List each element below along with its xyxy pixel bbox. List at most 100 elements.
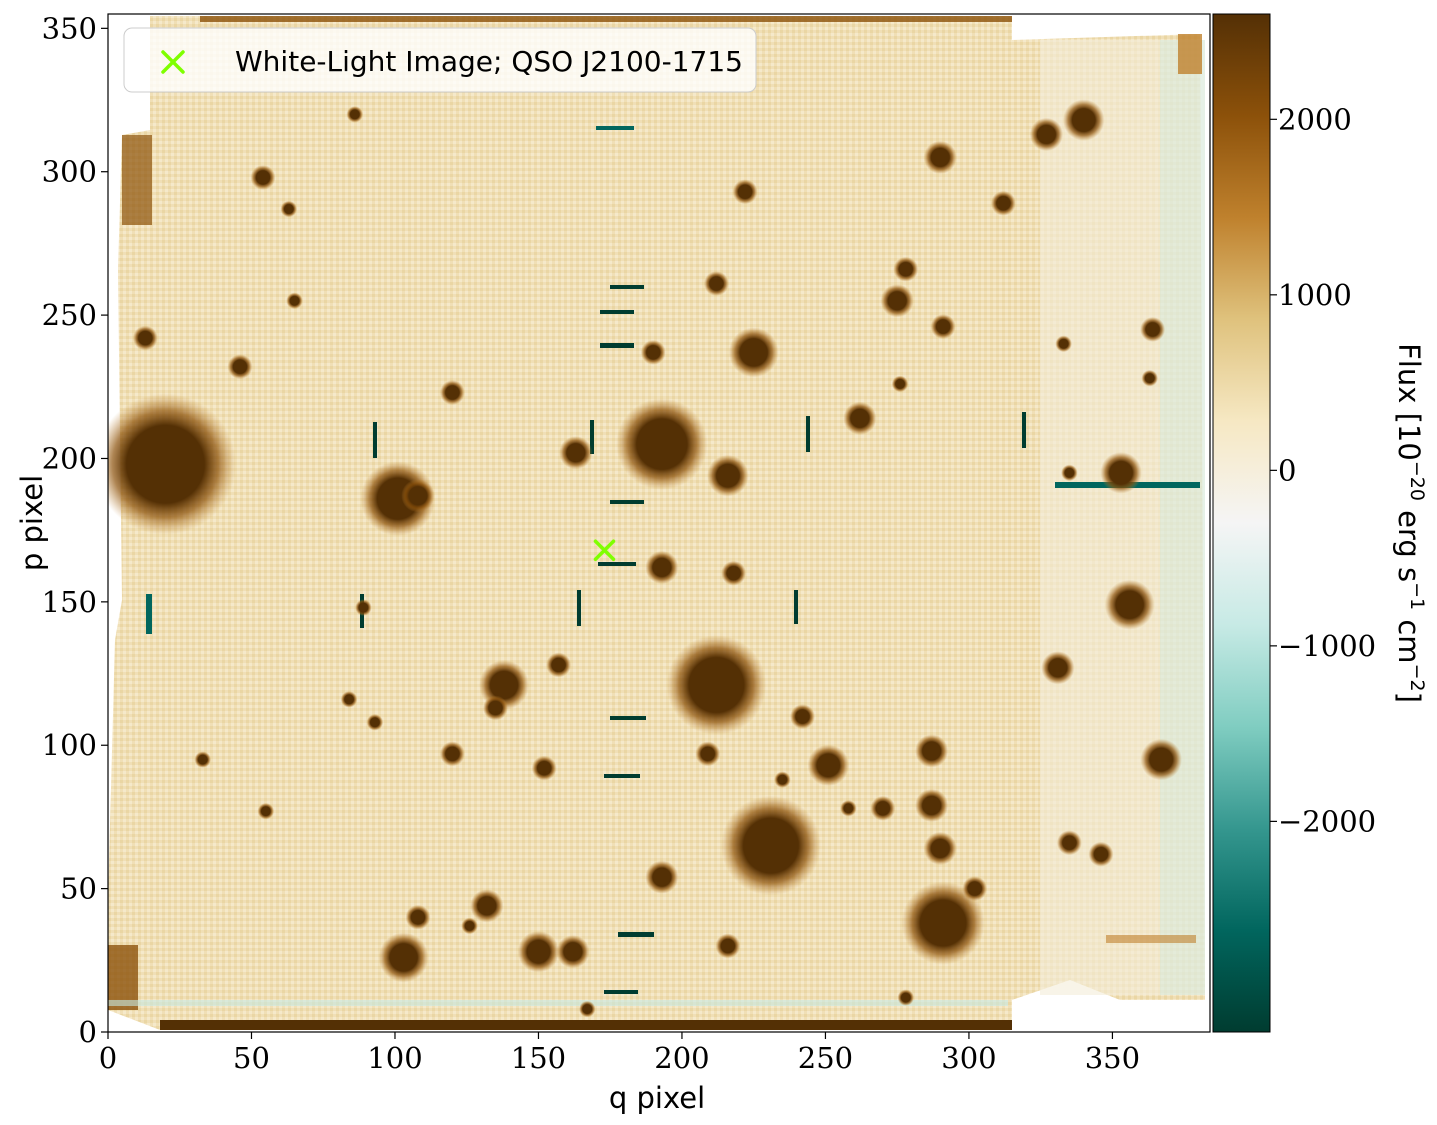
source-blob [666, 635, 767, 735]
colorbar-label: Flux [10−20 erg s−1 cm−2] [1392, 343, 1428, 703]
source-blob [482, 695, 508, 721]
source-blob [346, 106, 364, 123]
source-blob [280, 200, 298, 218]
source-blob [1140, 738, 1183, 781]
source-blob [439, 380, 465, 406]
source-blob [194, 751, 212, 768]
source-blob [616, 398, 708, 490]
source-blob [870, 795, 896, 821]
legend-label: White-Light Image; QSO J2100-1715 [235, 45, 743, 78]
source-blob [405, 904, 431, 930]
qso-marker [593, 539, 616, 561]
source-blob [1104, 579, 1155, 630]
source-blob [901, 881, 985, 965]
x-tick-label: 300 [941, 1041, 996, 1075]
y-tick-label: 150 [42, 585, 97, 619]
x-tick-label: 50 [233, 1041, 270, 1075]
y-tick-label: 250 [42, 298, 97, 332]
source-blob [1141, 369, 1159, 387]
exposure-footprint [108, 16, 1205, 1030]
y-tick-label: 300 [42, 155, 97, 189]
y-axis-label: p pixel [15, 475, 49, 571]
source-blob [891, 375, 909, 393]
x-tick-label: 0 [99, 1041, 117, 1075]
source-blob [645, 860, 679, 894]
source-blob [340, 691, 358, 708]
source-blob [366, 713, 384, 731]
source-blob [962, 876, 988, 902]
source-blob [807, 744, 850, 787]
source-blob [880, 284, 914, 318]
colorbar [1212, 13, 1271, 1033]
legend: White-Light Image; QSO J2100-1715 [123, 27, 757, 93]
source-blob [923, 831, 957, 866]
source-blob [923, 140, 957, 175]
y-tick-label: 0 [79, 1015, 97, 1049]
source-blob [257, 802, 275, 820]
colorbar-ticks: 2000 1000 0 −1000 −2000 [1270, 102, 1376, 838]
source-blob [1061, 464, 1078, 482]
source-blob [1062, 99, 1105, 141]
source-blob [546, 652, 572, 678]
x-tick-label: 200 [654, 1041, 709, 1075]
source-blob [715, 933, 741, 959]
x-tick-label: 150 [511, 1041, 566, 1075]
y-tick-label: 50 [60, 872, 97, 906]
source-blob [132, 325, 158, 351]
x-tick-label: 250 [798, 1041, 853, 1075]
source-blob [843, 401, 877, 435]
colorbar-tick-label: −2000 [1278, 804, 1376, 838]
source-blob [1100, 452, 1142, 494]
legend-x-marker-icon [161, 50, 185, 74]
colorbar-tick-label: −1000 [1278, 629, 1376, 663]
y-tick-label: 100 [42, 728, 97, 762]
source-blob [774, 771, 791, 788]
source-blob [531, 755, 557, 781]
source-blob [645, 550, 679, 585]
source-blob [640, 339, 666, 365]
colorbar-tick-label: 0 [1278, 453, 1296, 487]
source-blob [378, 932, 429, 983]
x-axis: 0 50 100 150 200 250 300 350 [99, 1032, 1140, 1075]
x-tick-label: 350 [1085, 1041, 1140, 1075]
x-tick-label: 100 [367, 1041, 422, 1075]
colorbar-tick-label: 2000 [1278, 102, 1352, 136]
source-layer [108, 99, 1183, 1018]
source-blob [1088, 841, 1114, 867]
source-blob [1041, 651, 1075, 685]
flux-image [108, 14, 1210, 1032]
source-blob [721, 560, 747, 586]
source-blob [1055, 335, 1072, 353]
source-blob [286, 292, 303, 310]
source-blob [703, 271, 729, 297]
source-blob [517, 930, 560, 973]
source-blob [439, 741, 465, 767]
source-blob [728, 327, 779, 378]
source-blob [401, 479, 435, 513]
source-blob [227, 354, 253, 380]
source-blob [108, 393, 237, 535]
source-blob [707, 454, 749, 497]
source-blob [461, 917, 478, 935]
source-blob [556, 935, 590, 969]
source-blob [720, 795, 821, 896]
y-tick-label: 200 [42, 441, 97, 475]
plot-frame [107, 13, 1211, 1033]
source-blob [1029, 117, 1064, 152]
y-axis: 0 50 100 150 200 250 300 350 [42, 11, 108, 1049]
source-blob [840, 800, 857, 817]
source-blob [1056, 830, 1082, 856]
source-blob [930, 314, 956, 340]
source-blob [732, 179, 758, 205]
source-blob [897, 989, 915, 1006]
source-blob [914, 734, 949, 768]
source-blob [559, 436, 593, 470]
source-blob [470, 889, 504, 923]
source-blob [695, 741, 721, 767]
colorbar-tick-label: 1000 [1278, 278, 1352, 312]
source-blob [1140, 316, 1166, 342]
x-axis-label: q pixel [609, 1081, 705, 1115]
source-blob [893, 256, 919, 282]
source-blob [250, 164, 276, 190]
